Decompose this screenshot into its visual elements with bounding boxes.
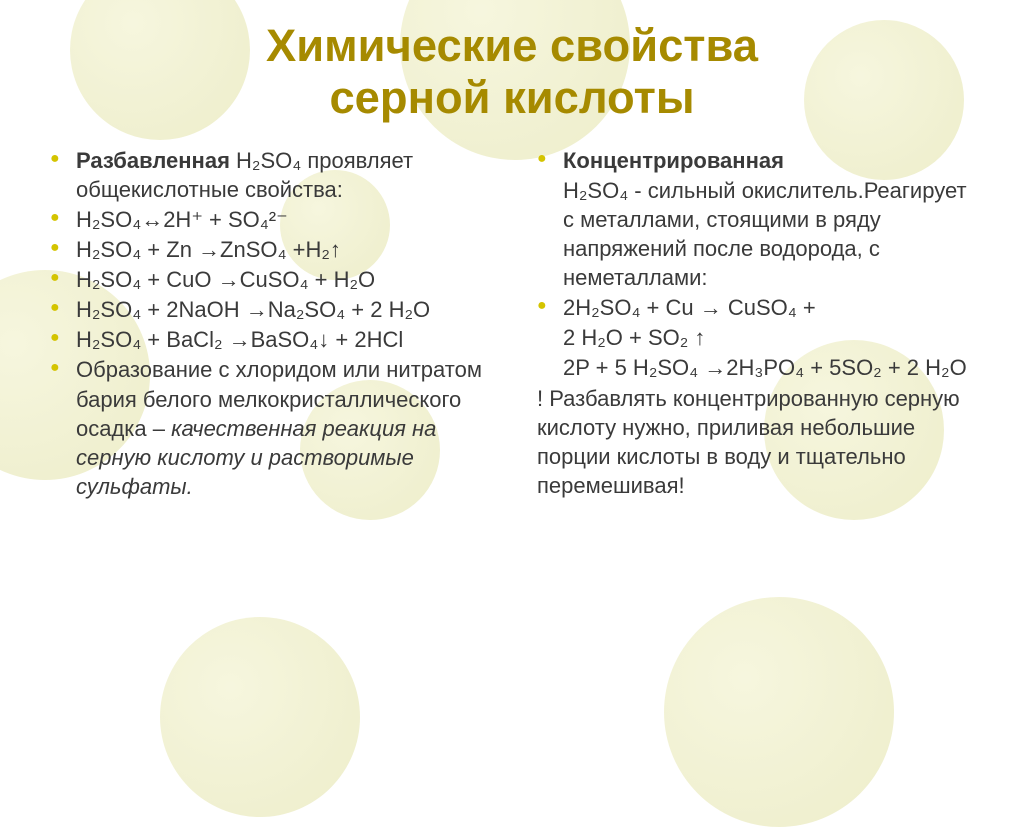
two-column-layout: Разбавленная H₂SO₄ проявляет общекислотн… <box>50 146 974 501</box>
title-line-1: Химические свойства <box>266 20 758 71</box>
slide-title: Химические свойства серной кислоты <box>50 20 974 124</box>
title-line-2: серной кислоты <box>329 72 694 123</box>
equation-item: H₂SO₄↔2H⁺ + SO₄²⁻ <box>50 205 487 234</box>
left-tail-item: Образование с хлоридом или нитратом бари… <box>50 355 487 500</box>
right-column: Концентрированная H₂SO₄ - сильный окисли… <box>537 146 974 501</box>
left-column: Разбавленная H₂SO₄ проявляет общекислотн… <box>50 146 487 501</box>
right-warning: ! Разбавлять концентрированную серную ки… <box>537 384 974 500</box>
right-lead-rest: H₂SO₄ - сильный окислитель.Реагирует с м… <box>537 176 974 292</box>
right-eq1-a: 2H₂SO₄ + Cu → CuSO₄ + <box>537 293 974 322</box>
right-subhead: Концентрированная <box>563 148 784 173</box>
slide-content: Химические свойства серной кислоты Разба… <box>0 0 1024 532</box>
right-eq2: 2P + 5 H₂SO₄ →2H₃PO₄ + 5SO₂ + 2 H₂O <box>537 353 974 382</box>
right-lead-item: Концентрированная <box>537 146 974 175</box>
equation-item: H₂SO₄ + CuO →CuSO₄ + H₂O <box>50 265 487 294</box>
right-eq1-b: 2 H₂O + SO₂ ↑ <box>537 323 974 352</box>
left-subhead: Разбавленная <box>76 148 230 173</box>
equation-item: H₂SO₄ + Zn →ZnSO₄ +H₂↑ <box>50 235 487 264</box>
equation-item: H₂SO₄ + BaCl₂ →BaSO₄↓ + 2HCl <box>50 325 487 354</box>
equation-item: H₂SO₄ + 2NaOH →Na₂SO₄ + 2 H₂O <box>50 295 487 324</box>
left-equation-list: H₂SO₄↔2H⁺ + SO₄²⁻H₂SO₄ + Zn →ZnSO₄ +H₂↑H… <box>50 205 487 354</box>
left-lead-item: Разбавленная H₂SO₄ проявляет общекислотн… <box>50 146 487 204</box>
